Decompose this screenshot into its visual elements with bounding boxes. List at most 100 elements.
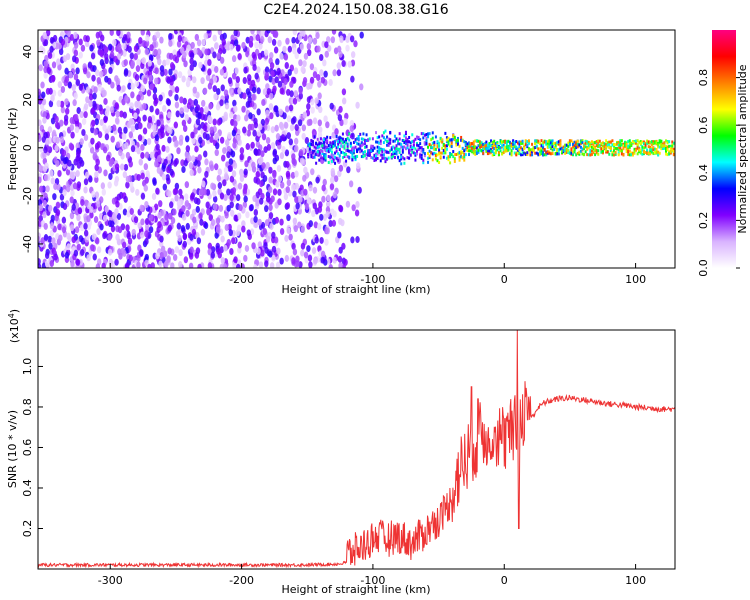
spectrogram-signal-cell (583, 153, 586, 157)
spectrogram-cell (237, 182, 243, 190)
spectrogram-cell (279, 87, 284, 95)
spectrogram-signal-cell (526, 151, 529, 155)
spectrogram-signal-cell (537, 147, 540, 151)
spectrogram-cell (217, 182, 223, 190)
spectrogram-cell (181, 213, 187, 221)
spectrogram-cell (69, 171, 75, 179)
spectrogram-signal-cell (371, 156, 374, 160)
spectrogram-signal-cell (531, 142, 534, 146)
spectrogram-cell (125, 175, 131, 183)
spectrogram-signal-cell (653, 147, 656, 151)
spectrogram-cell (203, 221, 209, 229)
spectrogram-signal-cell (445, 156, 448, 160)
spectrogram-cell (144, 253, 149, 261)
spectrogram-cell (122, 208, 128, 216)
spectrogram-signal-cell (313, 135, 316, 139)
spectrogram-signal-cell (508, 140, 511, 144)
spectrogram-cell (261, 98, 266, 106)
spectrogram-signal-cell (414, 147, 417, 151)
spectrogram-signal-cell (445, 140, 448, 144)
colorbar-label: Normalized spectral amplitude (736, 64, 749, 233)
spectrogram-cell (192, 86, 197, 94)
spectrogram-cell (226, 145, 232, 153)
spectrogram-signal-cell (672, 141, 675, 145)
spectrogram-signal-cell (321, 151, 324, 155)
spectrogram-signal-cell (468, 145, 471, 149)
spectrogram-signal-cell (340, 139, 343, 143)
spectrogram-signal-cell (395, 137, 398, 141)
spectrogram-cell (81, 118, 87, 126)
spectrogram-cell (252, 64, 257, 72)
spectrogram-signal-cell (460, 135, 463, 139)
spectrogram-signal-cell (460, 151, 463, 155)
spectrogram-signal-cell (439, 136, 442, 140)
spectrogram-signal-cell (597, 149, 600, 153)
spectrogram-signal-cell (397, 142, 400, 146)
spectrogram-cell (162, 104, 167, 112)
spectrogram-cell (355, 101, 360, 109)
spectrogram-cell (321, 184, 326, 192)
spectrogram-signal-cell (463, 158, 466, 162)
spectrogram-signal-cell (439, 151, 442, 155)
spectrogram-signal-cell (584, 150, 587, 154)
spectrogram-cell (204, 158, 209, 166)
spectrogram-signal-cell (510, 150, 513, 154)
spectrogram-signal-cell (351, 152, 354, 156)
spectrogram-signal-cell (589, 144, 592, 148)
spectrogram-cell (242, 187, 248, 195)
spectrogram-cell (42, 31, 47, 39)
spectrogram-signal-cell (480, 145, 483, 149)
spectrogram-signal-cell (335, 156, 338, 160)
spectrogram-signal-cell (601, 145, 604, 149)
spectrogram-signal-cell (430, 151, 433, 155)
spectrogram-signal-cell (357, 137, 360, 141)
spectrogram-signal-cell (625, 141, 628, 145)
spectrogram-signal-cell (436, 159, 439, 163)
spectrogram-cell (199, 188, 204, 196)
spectrogram-signal-cell (326, 141, 329, 145)
spectrogram-signal-cell (382, 148, 385, 152)
spectrogram-signal-cell (315, 152, 318, 156)
spectrogram-signal-cell (460, 138, 463, 142)
spectrogram-cell (223, 244, 228, 252)
spectrogram-cell (81, 128, 86, 136)
spectrogram-signal-cell (518, 152, 521, 156)
spectrogram-signal-cell (428, 154, 431, 158)
spectrogram-signal-cell (346, 142, 349, 146)
spectrogram-cell (286, 214, 291, 222)
spectrogram-cell (222, 263, 227, 268)
spectrogram-cell (309, 63, 315, 71)
spectrogram-signal-cell (639, 141, 642, 145)
spectrogram-cell (202, 87, 208, 95)
spectrogram-cell (102, 89, 107, 97)
spectrogram-cell (285, 88, 291, 96)
spectrogram-signal-cell (381, 150, 384, 154)
spectrogram-cell (147, 263, 152, 268)
spectrogram-signal-cell (475, 151, 478, 155)
spectrogram-cell (136, 59, 141, 67)
spectrogram-cell (276, 247, 281, 255)
spectrogram-cell (189, 57, 194, 65)
spectrogram-cell (59, 136, 65, 144)
spectrogram-cell (94, 191, 100, 199)
spectrogram-signal-cell (351, 158, 354, 162)
spectrogram-cell (83, 199, 89, 207)
spectrogram-signal-cell (363, 150, 366, 154)
spectrogram-signal-cell (449, 151, 452, 155)
spectrogram-cell (95, 69, 100, 77)
spectrogram-signal-cell (442, 155, 445, 159)
spectrogram-cell (140, 151, 145, 159)
spectrogram-cell (122, 249, 127, 257)
spectrogram-signal-cell (499, 139, 502, 143)
spectrogram-signal-cell (406, 143, 409, 147)
spectrogram-cell (233, 39, 239, 47)
spectrogram-signal-cell (341, 141, 344, 145)
spectrogram-cell (268, 250, 273, 258)
spectrogram-cell (294, 182, 300, 190)
spectrogram-cell (272, 188, 278, 196)
spectrogram-cell (231, 55, 237, 63)
spectrogram-signal-cell (635, 148, 638, 152)
spectrogram-cell (116, 213, 122, 221)
spectrogram-cell (308, 220, 313, 228)
spectrogram-signal-cell (450, 141, 453, 145)
